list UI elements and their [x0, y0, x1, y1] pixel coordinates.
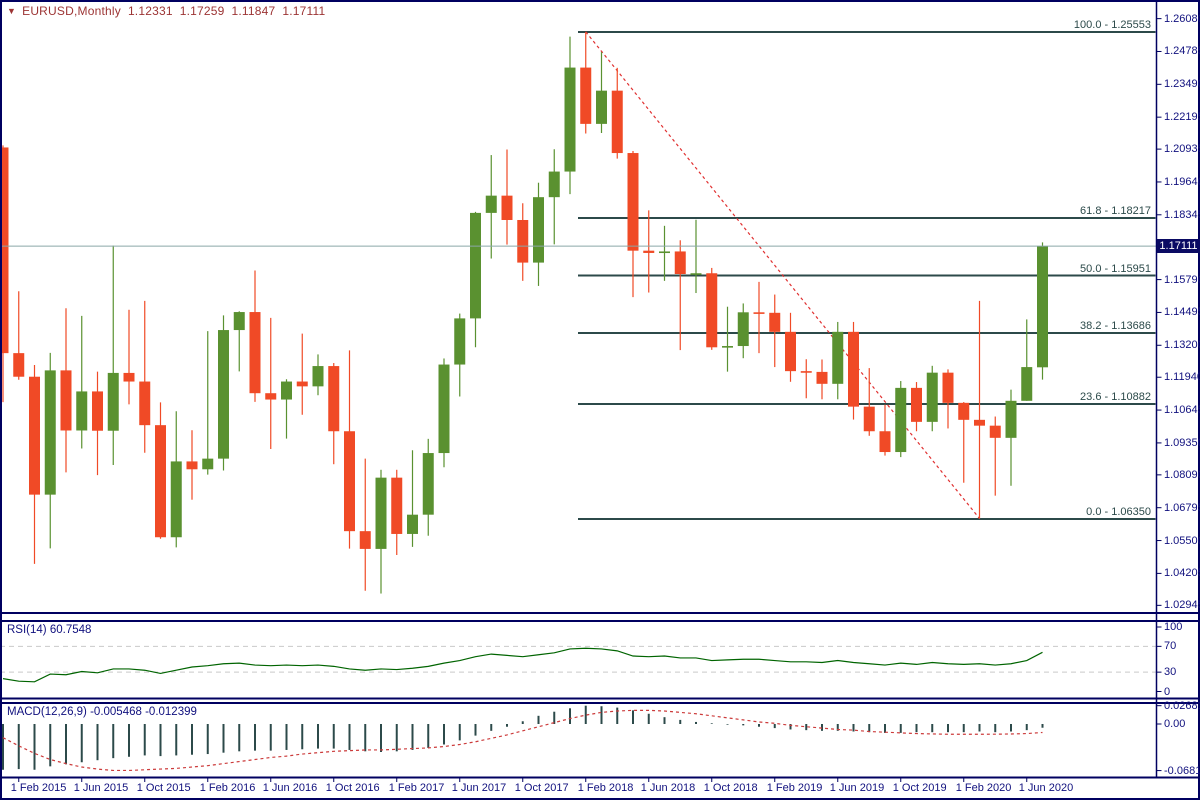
- macd-signal-value: -0.012399: [145, 706, 197, 718]
- current-price-tag: 1.17111: [1157, 239, 1200, 254]
- symbol-name: EURUSD,Monthly: [22, 4, 121, 18]
- macd-name: MACD(12,26,9): [7, 706, 87, 718]
- symbol-header: ▼ EURUSD,Monthly 1.12331 1.17259 1.11847 1.17…: [7, 4, 325, 18]
- quote-high: 1.17259: [179, 4, 225, 18]
- rsi-line: [2, 647, 1043, 683]
- symbol-dropdown-icon[interactable]: ▼: [7, 6, 17, 16]
- fibonacci-retracement[interactable]: [578, 31, 1156, 520]
- macd-main-value: -0.005468: [90, 706, 142, 718]
- quote-low: 1.11847: [231, 4, 276, 18]
- rsi-indicator-label: RSI(14) 60.7548: [7, 624, 91, 636]
- rsi-name: RSI(14): [7, 624, 47, 636]
- rsi-value: 60.7548: [49, 624, 92, 636]
- trendline[interactable]: [585, 31, 980, 519]
- candles-series: [0, 31, 1048, 594]
- macd-signal-line: [2, 709, 1043, 772]
- quote-open: 1.12331: [127, 4, 173, 18]
- macd-histogram: [2, 705, 1044, 770]
- macd-indicator-label: MACD(12,26,9) -0.005468 -0.012399: [7, 706, 197, 718]
- quote-close: 1.17111: [282, 4, 326, 18]
